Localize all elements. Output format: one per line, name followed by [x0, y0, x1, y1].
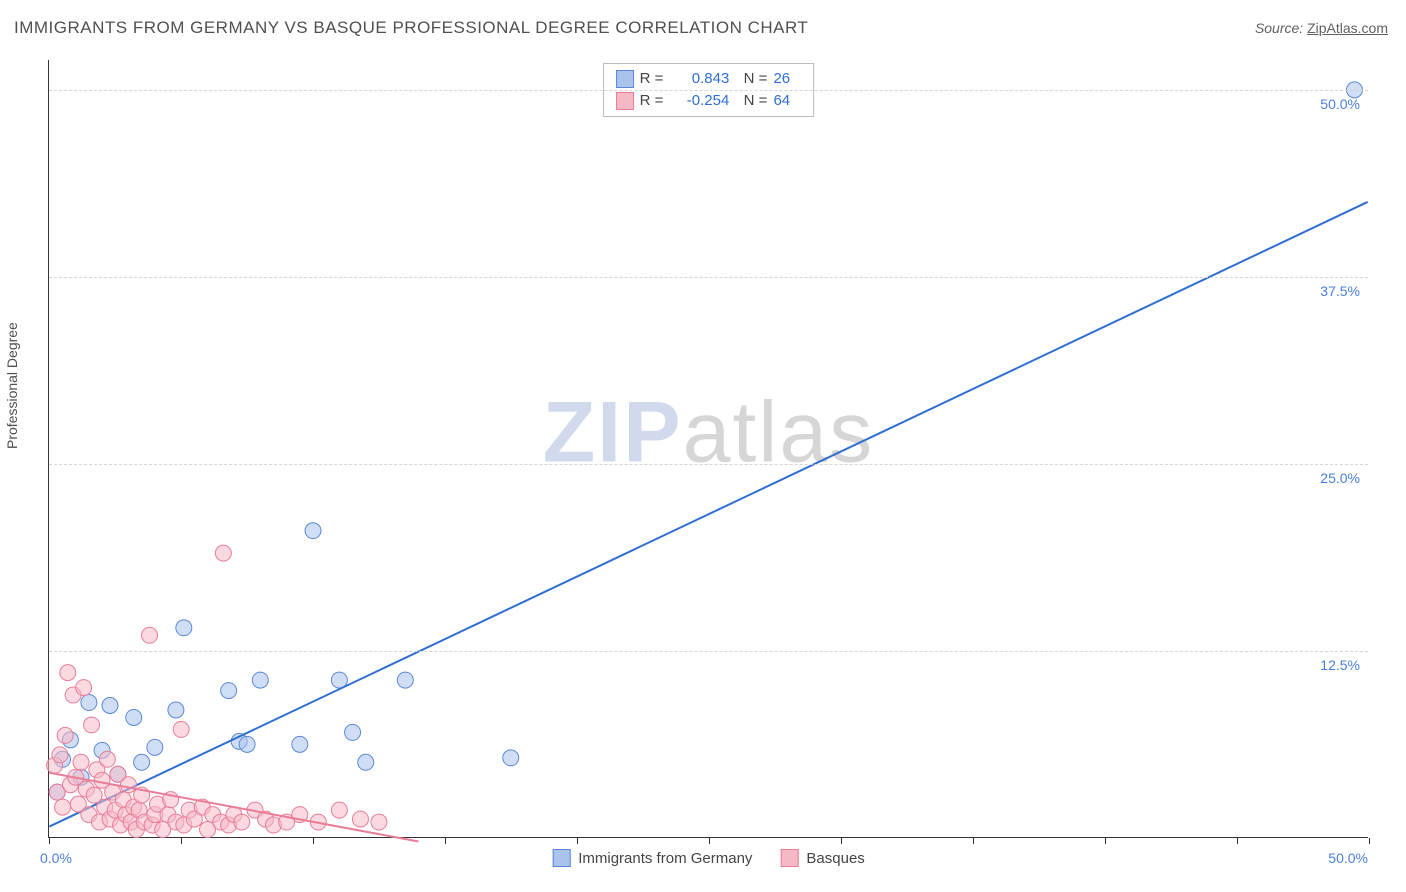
- r-value-series2: -0.254: [669, 90, 729, 112]
- data-point: [126, 709, 142, 725]
- r-label: R =: [640, 68, 664, 90]
- y-tick-label: 25.0%: [1320, 470, 1360, 486]
- y-tick-label: 12.5%: [1320, 657, 1360, 673]
- r-label: R =: [640, 90, 664, 112]
- x-tick: [313, 838, 314, 844]
- gridline: [49, 464, 1368, 465]
- legend-swatch-series1: [616, 70, 634, 88]
- gridline: [49, 277, 1368, 278]
- gridline: [49, 651, 1368, 652]
- x-tick: [577, 838, 578, 844]
- legend-item-series1: Immigrants from Germany: [552, 849, 752, 867]
- series-legend: Immigrants from Germany Basques: [552, 849, 865, 867]
- n-value-series1: 26: [773, 68, 801, 90]
- data-point: [142, 627, 158, 643]
- x-tick: [841, 838, 842, 844]
- data-point: [99, 751, 115, 767]
- x-tick: [181, 838, 182, 844]
- data-point: [52, 747, 68, 763]
- data-point: [352, 811, 368, 827]
- legend-item-series2: Basques: [780, 849, 864, 867]
- data-point: [168, 702, 184, 718]
- x-axis-origin-label: 0.0%: [40, 850, 72, 866]
- y-axis-label: Professional Degree: [4, 322, 20, 449]
- x-axis-max-label: 50.0%: [1328, 850, 1368, 866]
- data-point: [60, 665, 76, 681]
- data-point: [292, 736, 308, 752]
- data-point: [55, 799, 71, 815]
- x-tick: [1105, 838, 1106, 844]
- y-tick-label: 50.0%: [1320, 96, 1360, 112]
- n-label: N =: [735, 68, 767, 90]
- data-point: [252, 672, 268, 688]
- data-point: [84, 717, 100, 733]
- r-value-series1: 0.843: [669, 68, 729, 90]
- data-point: [120, 777, 136, 793]
- source-link[interactable]: ZipAtlas.com: [1307, 20, 1388, 36]
- data-point: [221, 683, 237, 699]
- legend-label-series1: Immigrants from Germany: [578, 850, 752, 867]
- data-point: [73, 754, 89, 770]
- y-tick-label: 37.5%: [1320, 283, 1360, 299]
- data-point: [81, 695, 97, 711]
- data-point: [358, 754, 374, 770]
- legend-swatch-series2: [780, 849, 798, 867]
- x-tick: [49, 838, 50, 844]
- x-tick: [973, 838, 974, 844]
- data-point: [102, 698, 118, 714]
- x-tick: [1237, 838, 1238, 844]
- legend-label-series2: Basques: [806, 850, 864, 867]
- data-point: [147, 739, 163, 755]
- source-attribution: Source: ZipAtlas.com: [1255, 20, 1388, 36]
- data-point: [134, 754, 150, 770]
- data-point: [239, 736, 255, 752]
- data-point: [345, 724, 361, 740]
- trend-line: [49, 202, 1367, 827]
- data-point: [234, 814, 250, 830]
- source-label: Source:: [1255, 20, 1307, 36]
- chart-plot-area: ZIPatlas R = 0.843 N = 26 R = -0.254 N =…: [48, 60, 1368, 838]
- legend-swatch-series2: [616, 92, 634, 110]
- data-point: [215, 545, 231, 561]
- data-point: [371, 814, 387, 830]
- chart-title: IMMIGRANTS FROM GERMANY VS BASQUE PROFES…: [14, 18, 808, 38]
- data-point: [173, 721, 189, 737]
- x-tick: [445, 838, 446, 844]
- data-point: [57, 727, 73, 743]
- data-point: [397, 672, 413, 688]
- n-value-series2: 64: [773, 90, 801, 112]
- data-point: [176, 620, 192, 636]
- chart-svg: [49, 60, 1368, 837]
- data-point: [76, 680, 92, 696]
- data-point: [331, 802, 347, 818]
- data-point: [503, 750, 519, 766]
- legend-row-series1: R = 0.843 N = 26: [616, 68, 802, 90]
- x-tick: [709, 838, 710, 844]
- legend-row-series2: R = -0.254 N = 64: [616, 90, 802, 112]
- n-label: N =: [735, 90, 767, 112]
- gridline: [49, 90, 1368, 91]
- legend-swatch-series1: [552, 849, 570, 867]
- x-tick: [1369, 838, 1370, 844]
- data-point: [305, 523, 321, 539]
